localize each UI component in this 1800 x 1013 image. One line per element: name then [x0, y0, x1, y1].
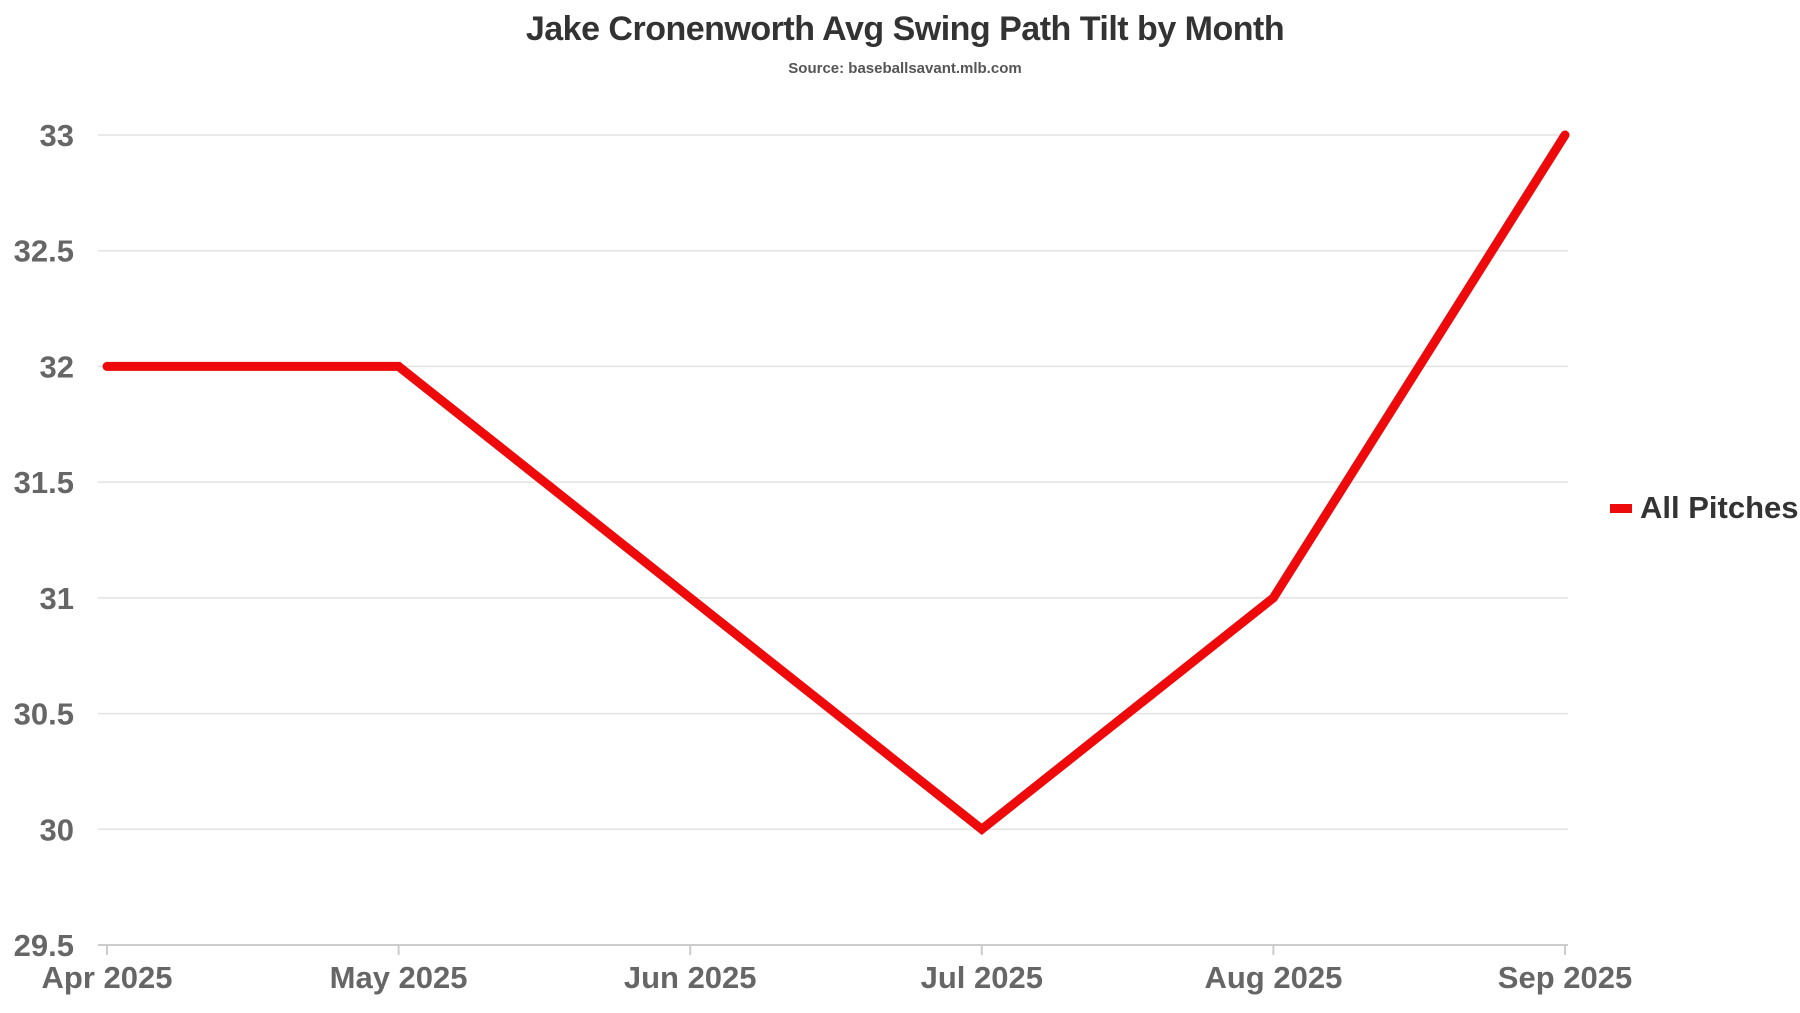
chart-subtitle: Source: baseballsavant.mlb.com: [788, 60, 1022, 77]
chart-title: Jake Cronenworth Avg Swing Path Tilt by …: [525, 10, 1285, 48]
y-tick-label: 31: [40, 581, 74, 616]
x-tick-labels: Apr 2025 May 2025 Jun 2025 Jul 2025 Aug 2025…: [42, 960, 1633, 995]
legend-swatch: [1610, 503, 1632, 513]
y-tick-label: 31.5: [14, 465, 74, 500]
series-lines: [102, 130, 1570, 836]
y-tick-labels: 29.5 30 30.5 31 31.5 32 32.5 33: [14, 118, 74, 963]
x-tick-label: Sep 2025: [1498, 960, 1632, 995]
x-tick-label: Jul 2025: [921, 960, 1043, 995]
legend: All Pitches: [1610, 490, 1799, 526]
x-tick-label: May 2025: [330, 960, 468, 995]
x-tick-label: Jun 2025: [624, 960, 757, 995]
axes: [98, 944, 1568, 955]
x-tick-label: Aug 2025: [1204, 960, 1342, 995]
y-tick-label: 29.5: [14, 928, 74, 963]
y-tick-label: 32: [40, 349, 74, 384]
y-tick-label: 30: [40, 812, 74, 847]
y-tick-label: 33: [40, 118, 74, 153]
series-line-0: [102, 130, 1570, 836]
x-tick-label: Apr 2025: [42, 960, 173, 995]
y-tick-label: 30.5: [14, 697, 74, 732]
legend-label: All Pitches: [1640, 490, 1799, 525]
y-tick-label: 32.5: [14, 234, 74, 269]
